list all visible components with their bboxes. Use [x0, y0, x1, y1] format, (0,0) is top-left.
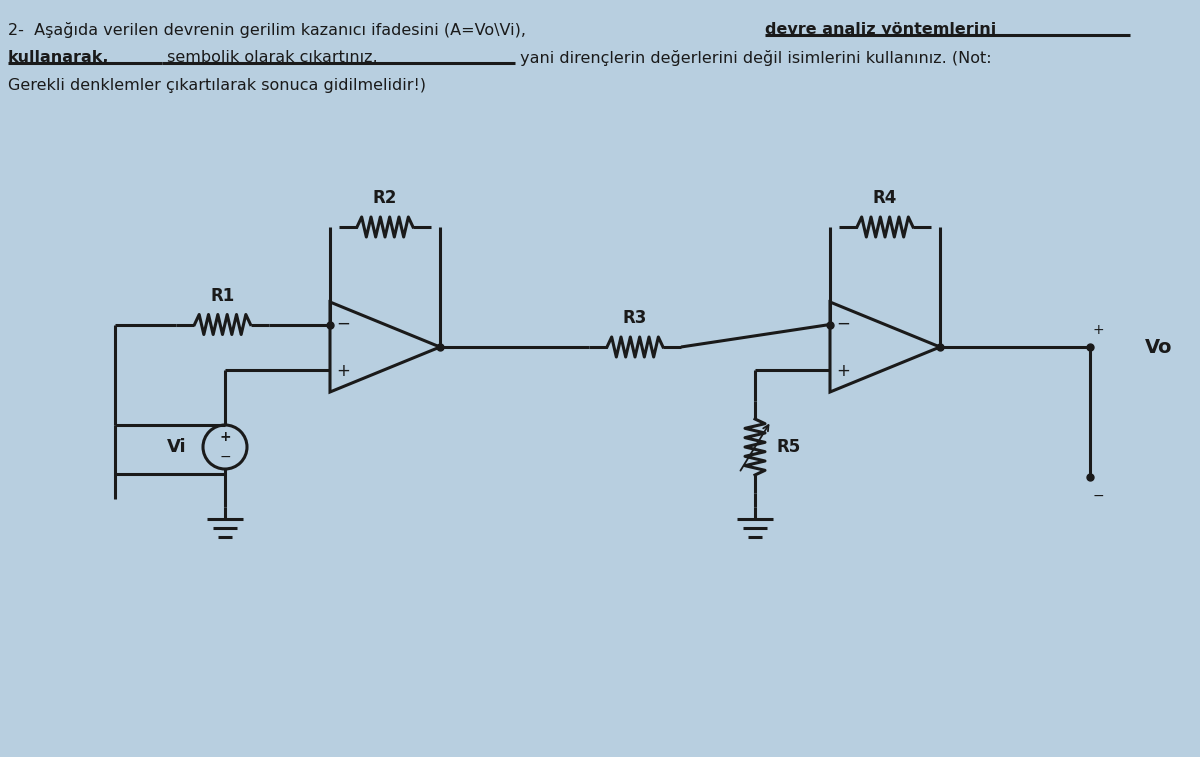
Text: −: − — [836, 314, 850, 332]
Text: −: − — [336, 314, 350, 332]
Text: R5: R5 — [778, 438, 802, 456]
Text: −: − — [220, 450, 230, 464]
Text: +: + — [336, 362, 350, 379]
Text: R1: R1 — [210, 286, 235, 304]
Text: R3: R3 — [623, 309, 647, 327]
Text: 2-  Aşağıda verilen devrenin gerilim kazanıcı ifadesini (A=Vo\Vi),: 2- Aşağıda verilen devrenin gerilim kaza… — [8, 22, 532, 38]
Text: Vo: Vo — [1145, 338, 1172, 357]
Text: +: + — [1092, 323, 1104, 337]
Text: yani dirençlerin değerlerini değil isimlerini kullanınız. (Not:: yani dirençlerin değerlerini değil isiml… — [515, 50, 991, 66]
Text: devre analiz yöntemlerini: devre analiz yöntemlerini — [766, 22, 996, 37]
Text: kullanarak,: kullanarak, — [8, 50, 109, 65]
Text: Vi: Vi — [167, 438, 187, 456]
Text: +: + — [220, 430, 230, 444]
Text: R4: R4 — [872, 189, 898, 207]
Text: R2: R2 — [373, 189, 397, 207]
Text: −: − — [1092, 489, 1104, 503]
Text: sembolik olarak çıkartınız,: sembolik olarak çıkartınız, — [162, 50, 378, 65]
Text: Gerekli denklemler çıkartılarak sonuca gidilmelidir!): Gerekli denklemler çıkartılarak sonuca g… — [8, 78, 426, 93]
Text: +: + — [836, 362, 850, 379]
